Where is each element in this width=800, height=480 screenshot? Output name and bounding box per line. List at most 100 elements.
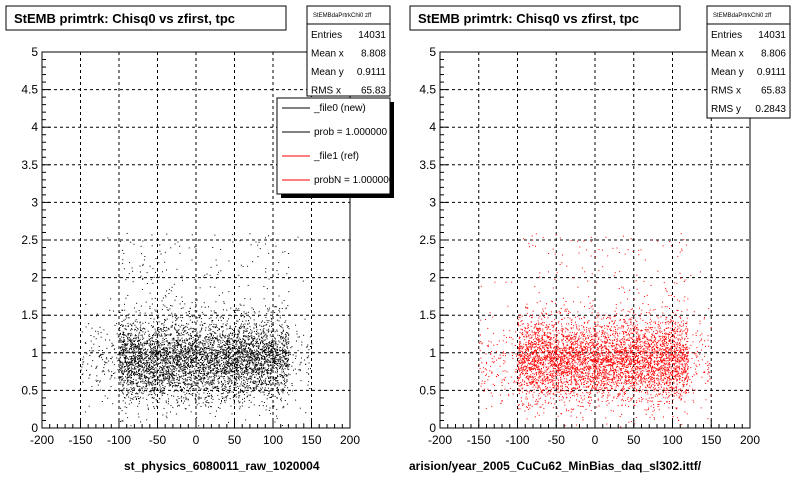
scatter-point [133, 387, 134, 389]
scatter-point [253, 396, 255, 398]
scatter-point [249, 357, 251, 359]
scatter-point [186, 340, 188, 342]
scatter-point [242, 348, 244, 350]
scatter-point [138, 346, 140, 347]
scatter-point [177, 355, 178, 357]
scatter-point [225, 355, 227, 357]
scatter-point [245, 377, 247, 378]
scatter-point [245, 365, 246, 367]
scatter-point [284, 386, 286, 388]
scatter-point [129, 346, 131, 348]
scatter-point [228, 333, 230, 335]
scatter-point [108, 370, 110, 372]
scatter-point [209, 376, 210, 378]
scatter-point [227, 376, 229, 378]
scatter-point [101, 356, 103, 358]
scatter-point [180, 307, 182, 309]
scatter-point [265, 360, 267, 362]
scatter-point [205, 356, 207, 358]
scatter-point [276, 346, 278, 348]
scatter-point [177, 364, 179, 366]
scatter-point [258, 336, 260, 338]
scatter-point [185, 338, 187, 340]
scatter-point [266, 355, 268, 357]
scatter-point [281, 390, 283, 392]
scatter-point [215, 370, 217, 372]
scatter-point [154, 393, 156, 395]
scatter-point [216, 372, 218, 373]
scatter-point [208, 402, 210, 404]
scatter-point [171, 375, 173, 377]
scatter-point [158, 382, 160, 384]
scatter-point [238, 346, 240, 348]
scatter-point [243, 385, 245, 387]
scatter-point [126, 344, 128, 346]
scatter-point [173, 377, 175, 379]
scatter-point [260, 391, 262, 393]
scatter-point [270, 362, 272, 363]
scatter-point [257, 354, 259, 356]
scatter-point [135, 319, 137, 321]
scatter-point [193, 384, 195, 386]
scatter-point [209, 362, 211, 364]
scatter-point [179, 339, 181, 341]
scatter-point [279, 357, 281, 359]
scatter-point [283, 356, 285, 358]
scatter-point [120, 325, 121, 326]
scatter-point [231, 358, 233, 360]
scatter-point [232, 374, 233, 376]
scatter-point [184, 388, 185, 390]
scatter-point [244, 400, 246, 402]
scatter-point [165, 296, 167, 298]
scatter-point [162, 385, 164, 386]
scatter-point [251, 350, 253, 352]
scatter-point [277, 354, 279, 356]
scatter-point [260, 334, 262, 335]
scatter-point [161, 383, 163, 385]
scatter-point [247, 348, 249, 350]
scatter-point [123, 367, 125, 369]
scatter-point [208, 336, 209, 338]
scatter-point [128, 332, 130, 334]
scatter-point [223, 302, 225, 304]
scatter-point [169, 355, 170, 357]
scatter-point [222, 292, 224, 294]
scatter-point [198, 369, 200, 371]
scatter-point [160, 391, 162, 393]
scatter-point [146, 362, 148, 364]
scatter-point [165, 401, 167, 403]
scatter-point [130, 362, 132, 364]
scatter-point [254, 387, 256, 389]
scatter-point [164, 251, 166, 253]
scatter-point [200, 354, 201, 355]
scatter-point [171, 357, 173, 358]
scatter-point [121, 371, 123, 373]
scatter-point [207, 348, 209, 349]
scatter-point [265, 336, 267, 338]
scatter-point [199, 342, 201, 344]
scatter-point [128, 358, 129, 360]
scatter-point [211, 396, 213, 398]
scatter-point [181, 389, 183, 391]
scatter-point [246, 379, 248, 381]
scatter-point [180, 316, 182, 318]
scatter-point [283, 330, 284, 332]
scatter-point [83, 356, 85, 358]
scatter-point [272, 360, 274, 362]
scatter-point [108, 360, 110, 362]
scatter-point [183, 397, 185, 399]
scatter-point [235, 326, 237, 327]
scatter-point [266, 288, 268, 290]
scatter-point [146, 419, 148, 421]
scatter-point [159, 350, 161, 352]
scatter-point [97, 331, 99, 333]
scatter-point [275, 245, 277, 247]
scatter-point [140, 342, 142, 344]
scatter-point [194, 341, 196, 343]
scatter-point [138, 360, 140, 362]
scatter-point [199, 389, 201, 391]
scatter-point [236, 380, 238, 382]
scatter-point [131, 370, 132, 372]
scatter-point [184, 400, 186, 402]
